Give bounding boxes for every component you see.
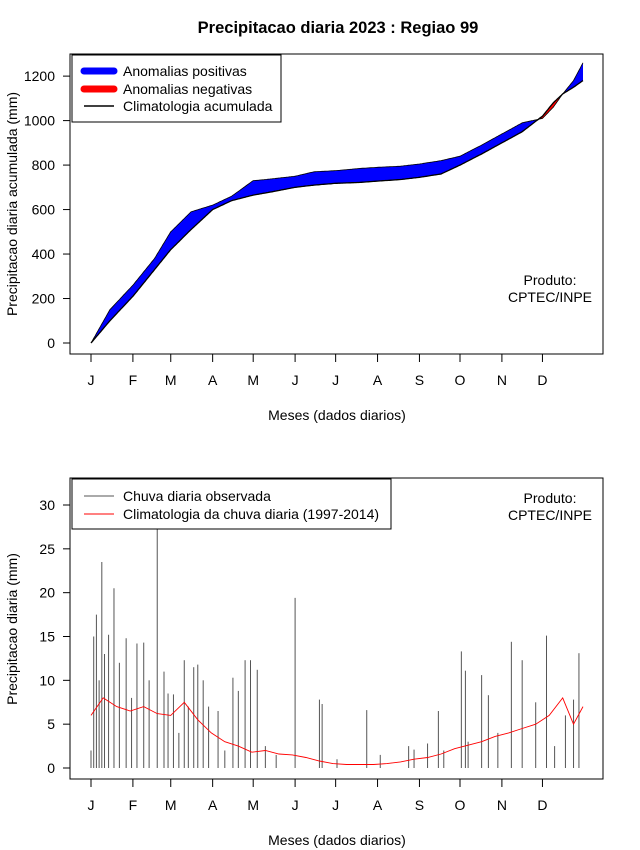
bottom-x-tick-label: S — [415, 797, 424, 813]
climatology-accumulated-line — [90, 80, 584, 344]
bottom-y-tick-label: 5 — [47, 716, 55, 732]
top-produto-label: Produto: — [524, 272, 577, 288]
top-x-tick-label: O — [455, 372, 466, 388]
climatology-daily-line — [90, 697, 584, 765]
bottom-y-tick-label: 30 — [39, 497, 55, 513]
bottom-produto-source: CPTEC/INPE — [508, 507, 592, 523]
bottom-panel: 0 5 10 15 20 25 30 J F M A M J J A S O N D Precipitacao d… — [4, 477, 604, 848]
bottom-x-tick-label: J — [332, 797, 339, 813]
top-x-tick-label: A — [373, 372, 383, 388]
legend-label-anomalias-positivas: Anomalias positivas — [123, 63, 247, 79]
legend-label-climatologia-acumulada: Climatologia acumulada — [123, 98, 273, 114]
top-produto-source: CPTEC/INPE — [508, 289, 592, 305]
top-x-axis-label: Meses (dados diarios) — [268, 407, 406, 423]
bottom-x-tick-label: N — [497, 797, 507, 813]
bottom-x-tick-label: O — [455, 797, 466, 813]
top-y-tick-label: 1200 — [24, 68, 55, 84]
top-y-tick-label: 800 — [32, 157, 56, 173]
top-x-tick-label: J — [88, 372, 95, 388]
top-y-tick-label: 200 — [32, 291, 56, 307]
bottom-y-axis-label: Precipitacao diaria (mm) — [4, 553, 20, 705]
top-legend: Anomalias positivas Anomalias negativas … — [71, 54, 282, 123]
bottom-y-tick-label: 0 — [47, 760, 55, 776]
legend-label-chuva-observada: Chuva diaria observada — [123, 488, 271, 504]
positive-anomaly-area — [562, 62, 583, 94]
bottom-x-tick-label: F — [129, 797, 138, 813]
bottom-x-axis-label: Meses (dados diarios) — [268, 832, 406, 848]
legend-label-climatologia-chuva: Climatologia da chuva diaria (1997-2014) — [123, 506, 379, 522]
top-panel: 0 200 400 600 800 1000 1200 J F M A M J J A S O N D Preci… — [4, 53, 604, 423]
bottom-x-tick-label: J — [88, 797, 95, 813]
top-plot-area — [90, 62, 584, 344]
top-x-tick-label: S — [415, 372, 424, 388]
top-x-tick-label: M — [247, 372, 259, 388]
bottom-x-tick-label: D — [537, 797, 547, 813]
top-y-tick-label: 0 — [47, 335, 55, 351]
top-x-tick-label: J — [332, 372, 339, 388]
observed-accumulated-line — [90, 62, 584, 344]
top-x-tick-label: D — [537, 372, 547, 388]
top-y-axis-label: Precipitacao diaria acumulada (mm) — [4, 92, 20, 316]
bottom-plot-area — [90, 526, 584, 768]
bottom-x-tick-label: A — [373, 797, 383, 813]
chart-title: Precipitacao diaria 2023 : Regiao 99 — [198, 19, 479, 37]
top-x-tick-label: A — [208, 372, 218, 388]
bottom-legend: Chuva diaria observada Climatologia da c… — [71, 478, 392, 530]
bottom-y-tick-label: 25 — [39, 541, 55, 557]
bottom-y-tick-label: 20 — [39, 585, 55, 601]
top-y-tick-label: 400 — [32, 246, 56, 262]
legend-label-anomalias-negativas: Anomalias negativas — [123, 81, 252, 97]
bottom-x-tick-label: M — [247, 797, 259, 813]
bottom-produto-label: Produto: — [524, 490, 577, 506]
top-y-axis: 0 200 400 600 800 1000 1200 — [24, 68, 70, 351]
top-x-tick-label: F — [129, 372, 138, 388]
bottom-y-axis: 0 5 10 15 20 25 30 — [39, 497, 70, 776]
bottom-x-tick-label: M — [165, 797, 177, 813]
positive-anomaly-area — [91, 119, 539, 343]
top-y-tick-label: 1000 — [24, 113, 55, 129]
bottom-legend-box — [71, 478, 392, 530]
top-x-tick-label: J — [292, 372, 299, 388]
top-x-tick-label: M — [165, 372, 177, 388]
top-x-tick-label: N — [497, 372, 507, 388]
bottom-y-tick-label: 10 — [39, 672, 55, 688]
bottom-x-tick-label: A — [208, 797, 218, 813]
bottom-y-tick-label: 15 — [39, 629, 55, 645]
bottom-x-tick-label: J — [292, 797, 299, 813]
top-y-tick-label: 600 — [32, 202, 56, 218]
